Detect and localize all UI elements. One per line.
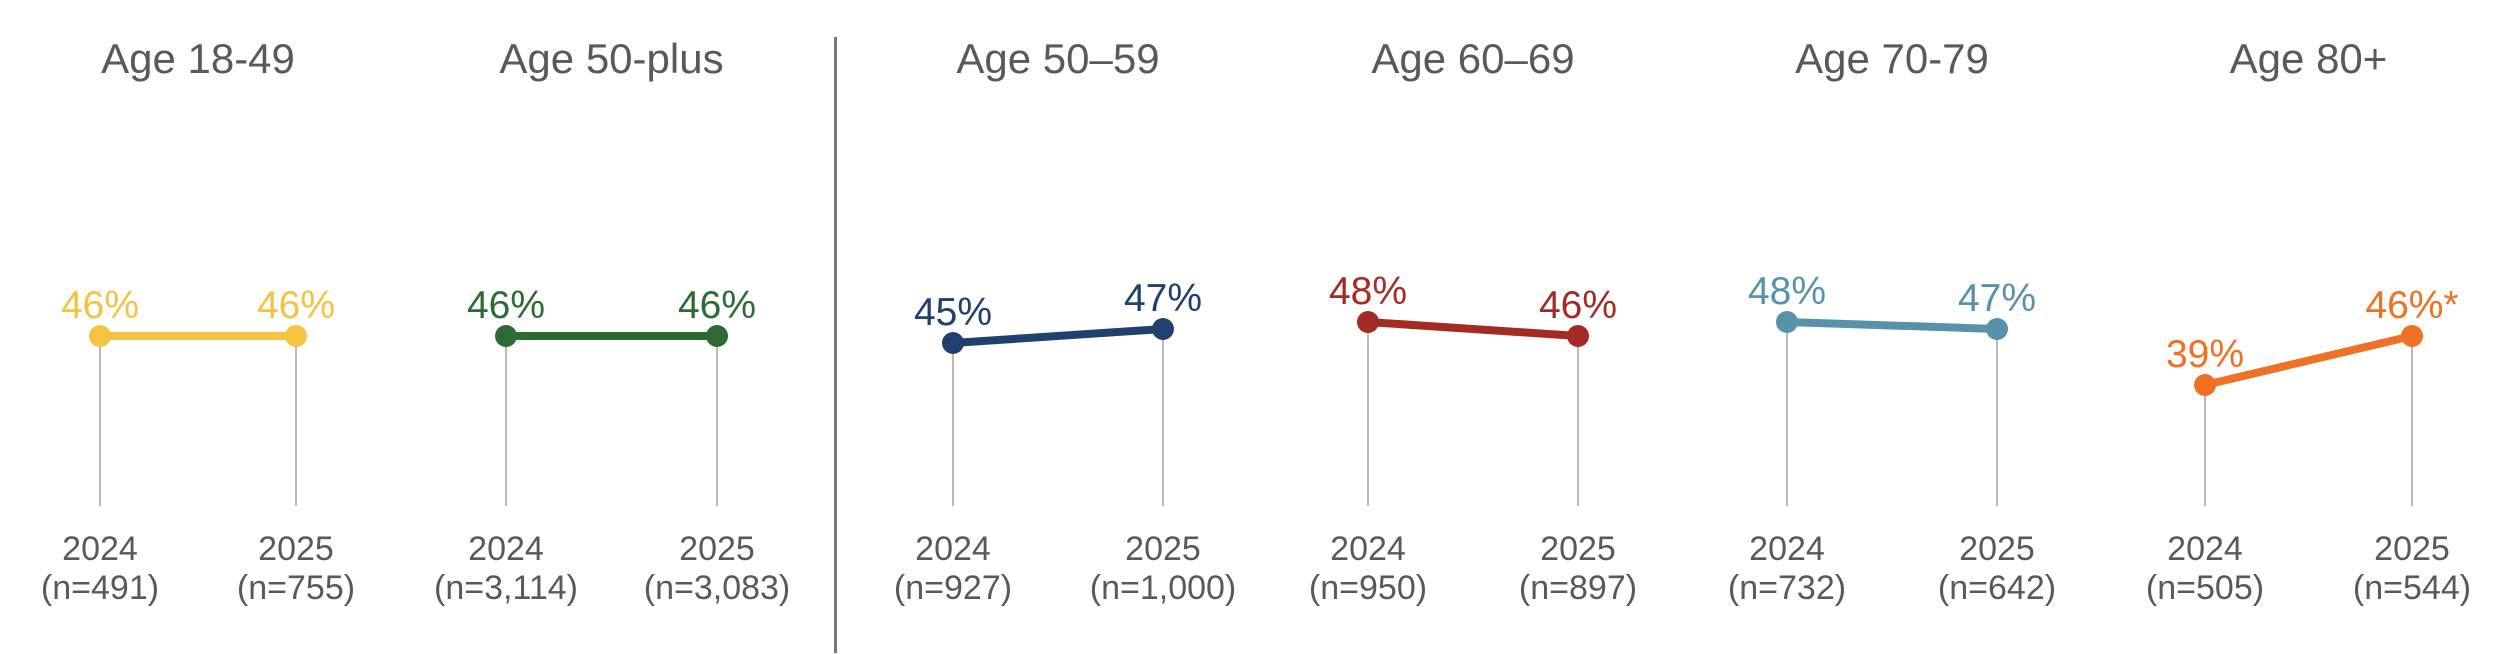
sample-size-label-2025: (n=544) [2353,569,2471,607]
data-point-2025 [1152,318,1174,340]
year-label-2024: 2024 [915,530,991,568]
year-label-2024: 2024 [2167,530,2243,568]
sample-size-label-2024: (n=927) [894,569,1012,607]
panel-age-80-plus: Age 80+ 39% 46%* 2024 2025 (n=505) (n=54… [2085,0,2500,654]
value-label-2025: 46%* [2365,284,2458,327]
data-point-2024 [2194,374,2216,396]
year-label-2025: 2025 [679,530,755,568]
panel-title: Age 80+ [2229,35,2388,82]
data-point-2025 [285,325,307,347]
panel-title: Age 50–59 [956,35,1160,82]
year-label-2024: 2024 [1749,530,1825,568]
value-label-2025: 47% [1958,277,2036,320]
sample-size-label-2025: (n=1,000) [1090,569,1237,607]
sample-size-label-2024: (n=491) [41,569,159,607]
year-label-2025: 2025 [1125,530,1201,568]
sample-size-label-2025: (n=642) [1938,569,2056,607]
value-label-2024: 45% [914,291,992,334]
value-label-2024: 48% [1748,270,1826,313]
trend-line [952,325,1164,347]
panel-title: Age 50-plus [499,35,724,82]
sample-size-label-2024: (n=505) [2146,569,2264,607]
sample-size-label-2025: (n=3,083) [644,569,791,607]
panel-title: Age 70-79 [1795,35,1989,82]
value-label-2025: 46% [257,284,335,327]
panel-age-18-49: Age 18-49 46% 46% 2024 2025 (n=491) (n=7… [0,0,417,654]
value-label-2025: 46% [678,284,756,327]
value-label-2025: 47% [1124,277,1202,320]
sample-size-label-2024: (n=3,114) [434,569,578,607]
data-point-2024 [1776,311,1798,333]
data-point-2024 [1357,311,1379,333]
trend-line [1367,318,1579,340]
year-label-2025: 2025 [1540,530,1616,568]
data-point-2025 [1567,325,1589,347]
trend-chart: 39% 46%* 2024 2025 (n=505) (n=544) [2146,284,2471,607]
panel-title: Age 60–69 [1371,35,1575,82]
trend-chart: 48% 46% 2024 2025 (n=950) (n=897) [1309,270,1637,607]
data-point-2024 [942,332,964,354]
data-point-2025 [1986,318,2008,340]
sample-size-label-2024: (n=950) [1309,569,1427,607]
value-label-2025: 46% [1539,284,1617,327]
year-label-2025: 2025 [258,530,334,568]
trend-chart: 45% 47% 2024 2025 (n=927) (n=1,000) [894,277,1237,607]
panel-age-50-59: Age 50–59 45% 47% 2024 2025 (n=927) (n=1… [837,0,1253,654]
data-point-2025 [706,325,728,347]
year-label-2025: 2025 [1959,530,2035,568]
panel-age-50-plus: Age 50-plus 46% 46% 2024 2025 (n=3,114) … [418,0,835,654]
sample-size-label-2025: (n=755) [237,569,355,607]
trend-chart: 46% 46% 2024 2025 (n=491) (n=755) [41,284,355,607]
sample-size-label-2025: (n=897) [1519,569,1637,607]
panel-title: Age 18-49 [101,35,295,82]
trend-chart: 46% 46% 2024 2025 (n=3,114) (n=3,083) [434,284,791,607]
section-divider [834,37,837,653]
trend-chart: 48% 47% 2024 2025 (n=732) (n=642) [1728,270,2056,607]
value-label-2024: 39% [2166,333,2244,376]
year-label-2025: 2025 [2374,530,2450,568]
year-label-2024: 2024 [1330,530,1406,568]
data-point-2024 [495,325,517,347]
sample-size-label-2024: (n=732) [1728,569,1846,607]
year-label-2024: 2024 [62,530,138,568]
trend-line [2204,332,2413,389]
data-point-2025 [2401,325,2423,347]
data-point-2024 [89,325,111,347]
value-label-2024: 46% [467,284,545,327]
panel-age-70-79: Age 70-79 48% 47% 2024 2025 (n=732) (n=6… [1669,0,2085,654]
panel-age-60-69: Age 60–69 48% 46% 2024 2025 (n=950) (n=8… [1253,0,1669,654]
trend-line [1786,318,1998,333]
value-label-2024: 46% [61,284,139,327]
year-label-2024: 2024 [468,530,544,568]
value-label-2024: 48% [1329,270,1407,313]
